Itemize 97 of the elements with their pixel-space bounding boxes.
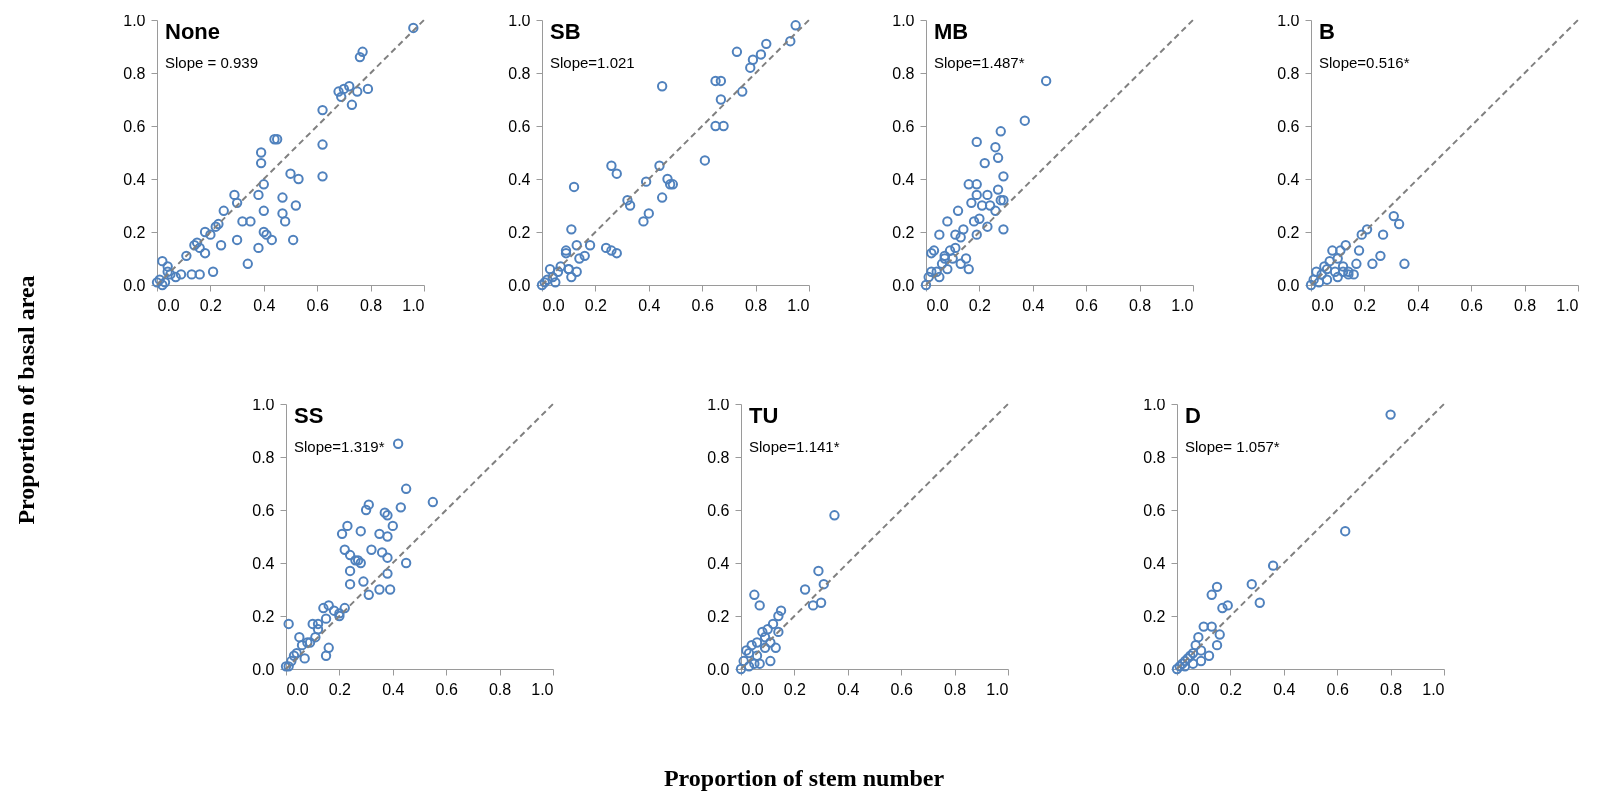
x-tick-label: 1.0 (787, 296, 810, 314)
y-tick-label: 0.6 (707, 501, 730, 519)
x-tick-label: 0.2 (584, 296, 608, 314)
chart-title: B (1319, 19, 1335, 44)
x-tick-label: 0.6 (1326, 680, 1349, 698)
y-tick-label: 0.0 (707, 660, 730, 678)
y-tick-label: 0.4 (707, 554, 730, 572)
x-tick-label: 0.8 (1513, 296, 1537, 314)
x-tick-label: 1.0 (986, 680, 1009, 698)
x-tick-label: 0.2 (199, 296, 223, 314)
y-tick-label: 1.0 (508, 11, 531, 29)
annotation: Slope=0.516* (1319, 54, 1410, 71)
y-axis-title: Proportion of basal area (12, 275, 40, 525)
y-tick-label: 1.0 (252, 395, 275, 413)
annotation: Slope=1.319* (294, 438, 385, 455)
y-tick-label: 0.8 (252, 448, 275, 466)
chart-title: TU (749, 403, 779, 428)
y-tick-label: 0.4 (1143, 554, 1166, 572)
x-tick-label: 0.4 (382, 680, 405, 698)
y-tick-label: 0.2 (252, 607, 275, 625)
x-tick-label: 1.0 (1556, 296, 1579, 314)
x-tick-label: 0.0 (286, 680, 309, 698)
y-tick-label: 0.0 (508, 276, 531, 294)
y-tick-label: 0.8 (508, 64, 531, 82)
annotation: Slope = 0.939 (165, 54, 258, 71)
x-tick-label: 0.2 (328, 680, 352, 698)
y-tick-label: 0.6 (1277, 117, 1300, 135)
chart-title: MB (934, 19, 969, 44)
x-tick-label: 0.6 (691, 296, 714, 314)
y-tick-label: 0.8 (892, 64, 915, 82)
y-tick-label: 0.2 (892, 223, 915, 241)
x-tick-label: 0.8 (1128, 296, 1152, 314)
x-axis-title: Proportion of stem number (663, 765, 945, 792)
x-tick-label: 0.8 (1379, 680, 1403, 698)
x-tick-label: 0.4 (1022, 296, 1045, 314)
chart-title: SB (550, 19, 581, 44)
x-tick-label: 0.0 (542, 296, 565, 314)
y-tick-label: 0.8 (123, 64, 146, 82)
x-tick-label: 0.2 (1219, 680, 1243, 698)
x-tick-label: 0.0 (157, 296, 180, 314)
x-tick-label: 0.8 (943, 680, 967, 698)
x-tick-label: 1.0 (1171, 296, 1194, 314)
y-tick-label: 0.4 (508, 170, 531, 188)
x-tick-label: 1.0 (531, 680, 554, 698)
y-tick-label: 0.8 (707, 448, 730, 466)
annotation: Slope=1.021 (550, 54, 635, 71)
y-tick-label: 0.6 (252, 501, 275, 519)
x-tick-label: 0.8 (488, 680, 512, 698)
x-tick-label: 0.0 (1177, 680, 1200, 698)
y-tick-label: 0.6 (1143, 501, 1166, 519)
x-tick-label: 0.0 (741, 680, 764, 698)
y-tick-label: 0.0 (123, 276, 146, 294)
y-tick-label: 0.2 (707, 607, 730, 625)
annotation: Slope=1.141* (749, 438, 840, 455)
x-tick-label: 0.8 (359, 296, 383, 314)
y-tick-label: 0.4 (892, 170, 915, 188)
y-tick-label: 0.2 (1277, 223, 1300, 241)
y-tick-label: 1.0 (892, 11, 915, 29)
x-tick-label: 0.8 (744, 296, 768, 314)
y-tick-label: 1.0 (123, 11, 146, 29)
y-tick-label: 0.0 (1277, 276, 1300, 294)
x-tick-label: 0.2 (968, 296, 992, 314)
y-tick-label: 0.2 (1143, 607, 1166, 625)
y-tick-label: 0.8 (1277, 64, 1300, 82)
y-tick-label: 1.0 (707, 395, 730, 413)
x-tick-label: 0.0 (926, 296, 949, 314)
y-tick-label: 0.6 (892, 117, 915, 135)
y-tick-label: 0.0 (1143, 660, 1166, 678)
x-tick-label: 1.0 (1422, 680, 1445, 698)
annotation: Slope=1.487* (934, 54, 1025, 71)
annotation: Slope= 1.057* (1185, 438, 1280, 455)
x-tick-label: 1.0 (402, 296, 425, 314)
y-tick-label: 0.4 (1277, 170, 1300, 188)
y-tick-label: 0.0 (252, 660, 275, 678)
chart-title: None (165, 19, 220, 44)
x-tick-label: 0.6 (1075, 296, 1098, 314)
x-tick-label: 0.6 (1460, 296, 1483, 314)
x-tick-label: 0.4 (638, 296, 661, 314)
y-tick-label: 0.0 (892, 276, 915, 294)
y-tick-label: 1.0 (1143, 395, 1166, 413)
x-tick-label: 0.6 (306, 296, 329, 314)
y-tick-label: 0.2 (123, 223, 146, 241)
y-tick-label: 0.8 (1143, 448, 1166, 466)
y-tick-label: 0.4 (252, 554, 275, 572)
y-tick-label: 0.4 (123, 170, 146, 188)
x-tick-label: 0.6 (435, 680, 458, 698)
y-tick-label: 0.2 (508, 223, 531, 241)
x-tick-label: 0.2 (1353, 296, 1377, 314)
y-tick-label: 1.0 (1277, 11, 1300, 29)
chart-title: D (1185, 403, 1201, 428)
y-tick-label: 0.6 (123, 117, 146, 135)
x-tick-label: 0.4 (837, 680, 860, 698)
chart-title: SS (294, 403, 324, 428)
y-tick-label: 0.6 (508, 117, 531, 135)
x-tick-label: 0.4 (1407, 296, 1430, 314)
x-tick-label: 0.0 (1311, 296, 1334, 314)
x-tick-label: 0.2 (783, 680, 807, 698)
